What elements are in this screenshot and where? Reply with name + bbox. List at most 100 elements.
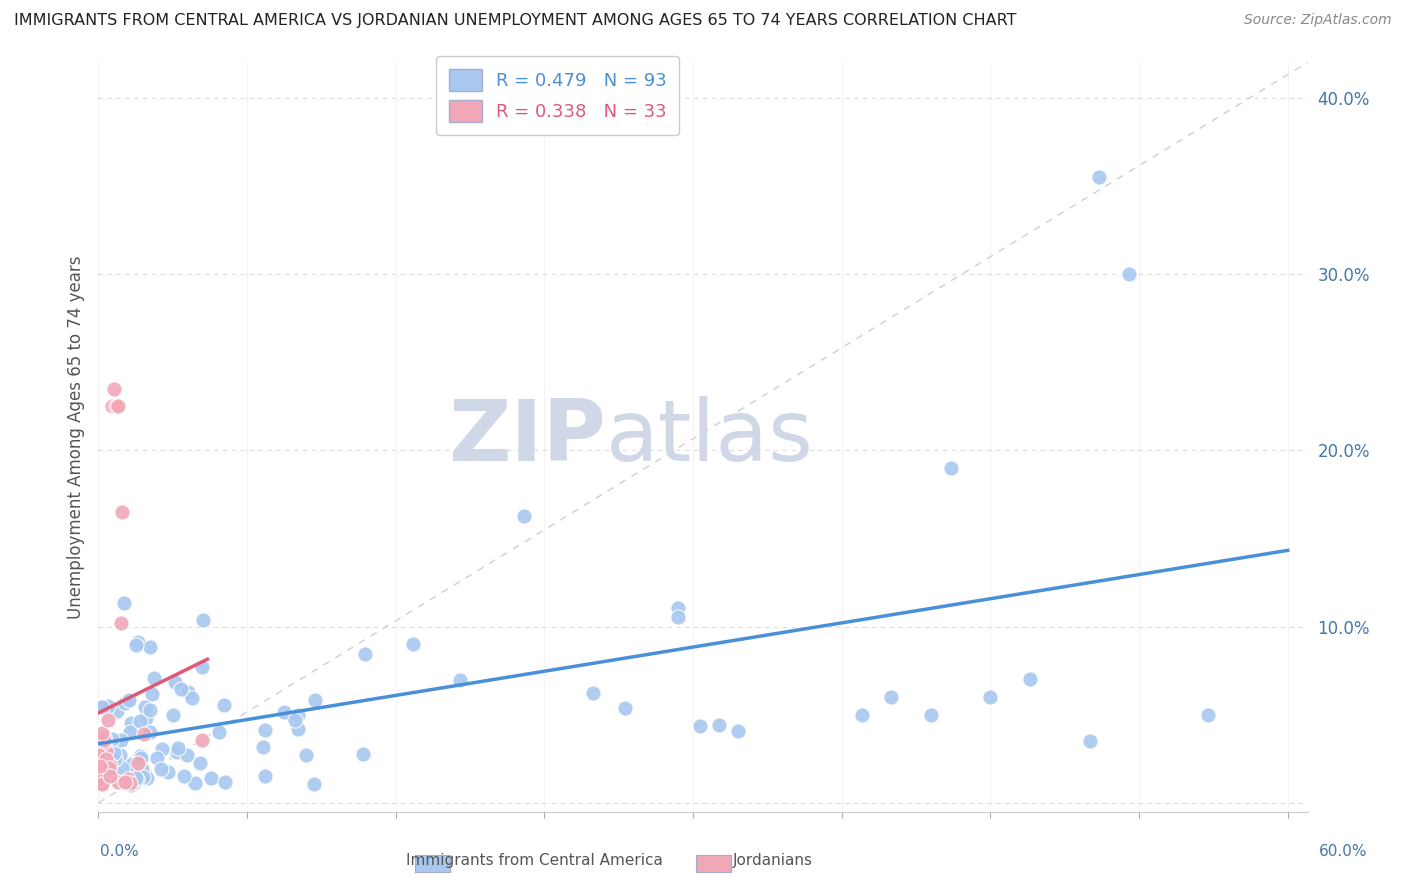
Point [253,723,276,737]
Text: Immigrants from Central America: Immigrants from Central America [406,854,662,868]
Text: 0.0%: 0.0% [100,845,139,859]
Point [165,675,187,690]
Point [139,640,162,654]
Point [166,746,188,760]
Point [120,715,142,730]
Point [107,774,129,789]
Point [170,682,193,697]
Point [181,691,204,706]
Point [131,762,153,776]
Point [176,685,198,699]
Point [89,763,111,777]
Point [94,752,117,766]
Text: ZIP: ZIP [449,395,606,479]
Point [135,711,157,725]
Point [129,748,152,763]
Point [111,761,134,775]
Point [129,751,152,765]
Point [150,741,173,756]
Point [135,772,157,786]
Point [666,600,689,615]
Point [100,758,122,772]
Text: atlas: atlas [606,395,814,479]
Point [90,777,112,791]
Point [851,707,873,722]
Point [89,754,111,768]
Point [1198,707,1220,722]
Point [354,647,377,661]
Point [1088,169,1111,184]
Point [110,616,132,631]
Point [89,747,111,762]
Point [252,739,274,754]
Point [939,461,962,475]
Point [666,610,689,624]
Point [689,719,711,733]
Point [120,778,142,792]
Point [121,757,143,772]
Point [114,774,136,789]
Point [91,756,114,770]
Point [91,759,114,773]
Point [162,707,184,722]
Point [124,771,146,785]
Text: IMMIGRANTS FROM CENTRAL AMERICA VS JORDANIAN UNEMPLOYMENT AMONG AGES 65 TO 74 YE: IMMIGRANTS FROM CENTRAL AMERICA VS JORDA… [14,13,1017,29]
Point [287,723,309,737]
Point [139,725,162,739]
Point [117,693,139,707]
Point [401,637,423,651]
Point [167,740,190,755]
Point [727,724,749,739]
Point [214,774,236,789]
Point [304,692,326,706]
Point [284,713,307,727]
Point [449,673,471,687]
Point [103,747,125,761]
Point [125,638,148,652]
Point [97,761,120,775]
Point [111,505,134,519]
Point [287,707,309,722]
Point [208,725,231,739]
Text: Source: ZipAtlas.com: Source: ZipAtlas.com [1244,13,1392,28]
Point [176,747,198,762]
Point [89,759,111,773]
Point [93,732,115,747]
Point [1019,673,1042,687]
Point [193,613,215,627]
Point [141,687,163,701]
Text: Jordanians: Jordanians [734,854,813,868]
Point [146,750,169,764]
Point [134,699,156,714]
Point [127,635,149,649]
Point [582,686,605,700]
Point [880,690,903,705]
Point [97,698,120,713]
Point [105,704,128,718]
Point [118,725,141,739]
Point [101,399,124,413]
Point [188,756,211,771]
Point [114,696,136,710]
Y-axis label: Unemployment Among Ages 65 to 74 years: Unemployment Among Ages 65 to 74 years [66,255,84,619]
Point [91,756,114,770]
Point [107,399,129,413]
Point [93,765,115,780]
Point [200,771,222,785]
Point [110,733,132,747]
Text: 60.0%: 60.0% [1319,845,1367,859]
Point [707,718,730,732]
Point [91,699,114,714]
Point [134,727,156,741]
Point [142,671,165,685]
Point [97,714,120,728]
Point [124,775,146,789]
Point [183,776,205,790]
Point [89,765,111,780]
Point [94,744,117,758]
Point [139,703,162,717]
Point [1078,734,1101,748]
Point [352,747,374,761]
Point [149,763,172,777]
Point [93,735,115,749]
